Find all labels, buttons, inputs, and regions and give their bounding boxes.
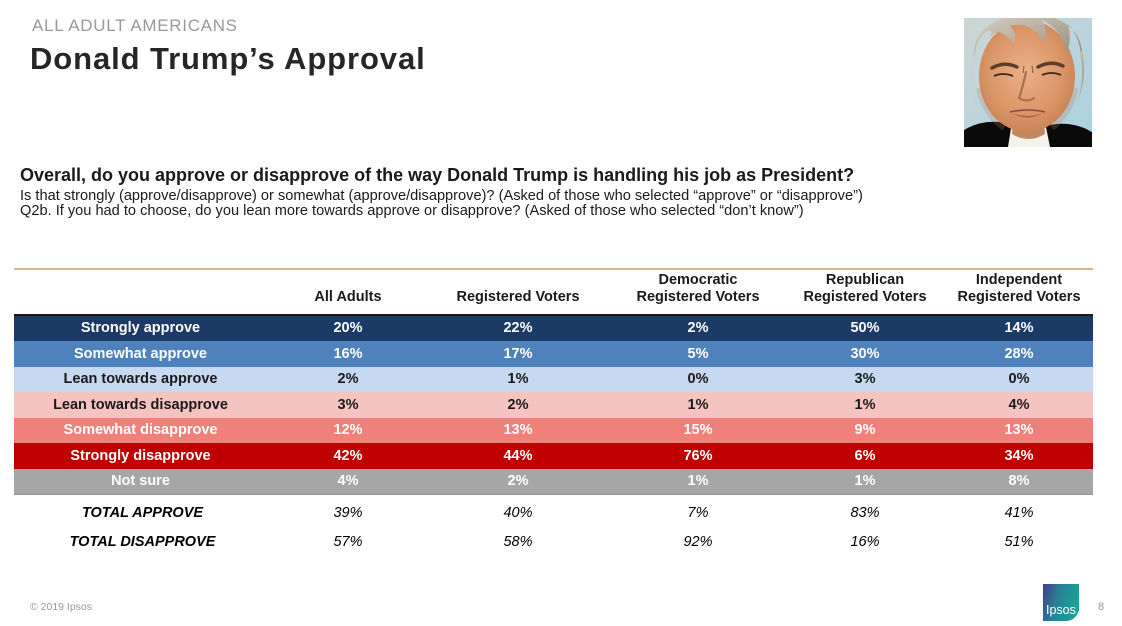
svg-text:Ipsos: Ipsos (1046, 603, 1076, 617)
